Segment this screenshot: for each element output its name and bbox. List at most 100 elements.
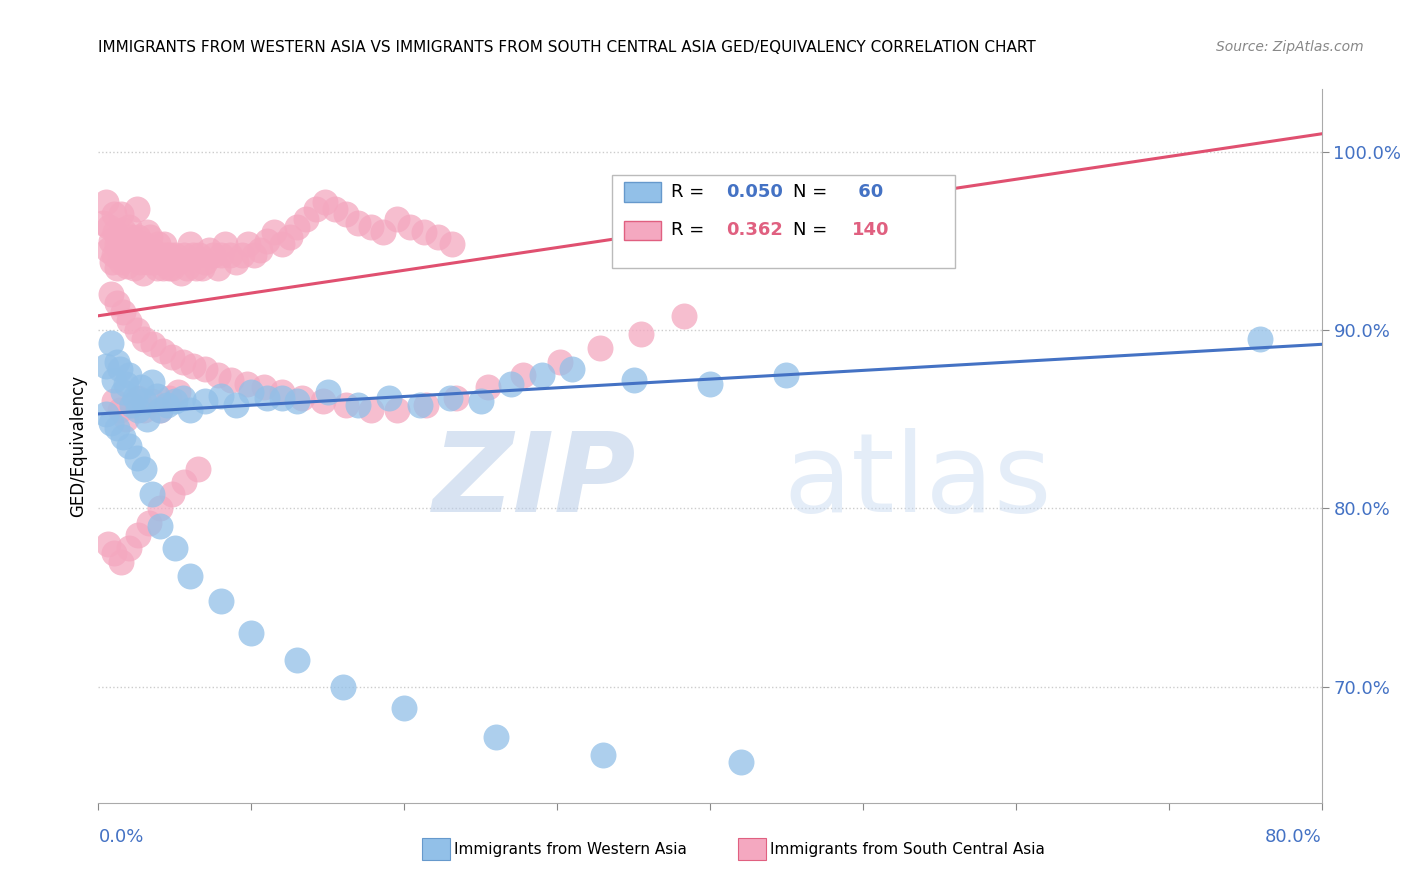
Point [285, 653, 308, 667]
Point [163, 394, 186, 409]
Point [91, 216, 114, 230]
Point [149, 501, 172, 516]
Point [172, 355, 194, 369]
Point [103, 394, 125, 409]
Point [138, 516, 160, 530]
Point [134, 462, 156, 476]
Point [105, 237, 128, 252]
Point [181, 248, 204, 262]
Point [295, 212, 318, 227]
Point [108, 362, 131, 376]
Point [285, 219, 308, 234]
Point [160, 350, 183, 364]
Point [179, 569, 201, 583]
Text: N =: N = [793, 221, 834, 239]
Point [118, 439, 141, 453]
Point [111, 223, 134, 237]
Text: R =: R = [671, 221, 710, 239]
Point [157, 391, 180, 405]
Point [167, 255, 190, 269]
Point [100, 287, 122, 301]
Point [188, 248, 211, 262]
Point [127, 528, 149, 542]
Point [98, 219, 121, 234]
Point [360, 219, 382, 234]
Point [278, 230, 301, 244]
Text: IMMIGRANTS FROM WESTERN ASIA VS IMMIGRANTS FROM SOUTH CENTRAL ASIA GED/EQUIVALEN: IMMIGRANTS FROM WESTERN ASIA VS IMMIGRAN… [98, 40, 1036, 55]
Point [312, 394, 335, 409]
Point [122, 260, 145, 275]
Text: 0.362: 0.362 [725, 221, 783, 239]
Point [775, 368, 797, 382]
Point [181, 359, 204, 373]
Point [209, 248, 232, 262]
Text: 60: 60 [852, 183, 883, 201]
Point [118, 368, 141, 382]
Text: ZIP: ZIP [433, 428, 637, 535]
Point [153, 237, 176, 252]
Point [125, 248, 148, 262]
Point [146, 237, 169, 252]
Point [209, 594, 232, 608]
Point [270, 391, 292, 405]
Point [173, 475, 195, 489]
Point [630, 326, 652, 341]
Point [592, 747, 614, 762]
Point [243, 248, 266, 262]
Point [103, 546, 125, 560]
Point [347, 398, 370, 412]
Point [207, 260, 229, 275]
Point [173, 248, 195, 262]
Point [730, 755, 752, 769]
Y-axis label: GED/Equivalency: GED/Equivalency [69, 375, 87, 517]
Point [156, 398, 179, 412]
Point [145, 260, 167, 275]
Point [263, 225, 285, 239]
Point [176, 260, 198, 275]
Point [485, 730, 508, 744]
Point [149, 403, 172, 417]
Point [589, 341, 612, 355]
Text: R =: R = [671, 183, 710, 201]
Point [325, 202, 347, 216]
Point [221, 373, 243, 387]
Point [136, 412, 159, 426]
Point [160, 260, 183, 275]
Point [124, 391, 146, 405]
Point [249, 243, 271, 257]
Point [118, 314, 141, 328]
Point [335, 398, 357, 412]
Point [118, 219, 141, 234]
Point [225, 255, 247, 269]
Point [141, 394, 163, 409]
Point [141, 487, 163, 501]
Point [256, 391, 278, 405]
Point [512, 368, 534, 382]
Text: Immigrants from Western Asia: Immigrants from Western Asia [454, 842, 688, 856]
Point [440, 237, 463, 252]
Point [149, 519, 172, 533]
Point [117, 259, 139, 273]
Point [155, 248, 177, 262]
Point [129, 380, 152, 394]
Point [142, 337, 165, 351]
Point [101, 255, 124, 269]
Point [100, 335, 122, 350]
Point [121, 248, 143, 262]
Point [194, 362, 217, 376]
Point [501, 376, 523, 391]
Point [170, 266, 193, 280]
Point [385, 403, 408, 417]
Point [103, 207, 125, 221]
Point [107, 230, 129, 244]
Point [136, 225, 159, 239]
Point [179, 403, 201, 417]
Point [127, 403, 149, 417]
Point [149, 255, 172, 269]
Point [105, 260, 128, 275]
Point [152, 260, 174, 275]
Point [141, 375, 163, 389]
Point [240, 626, 263, 640]
Point [270, 237, 292, 252]
Point [194, 394, 217, 409]
